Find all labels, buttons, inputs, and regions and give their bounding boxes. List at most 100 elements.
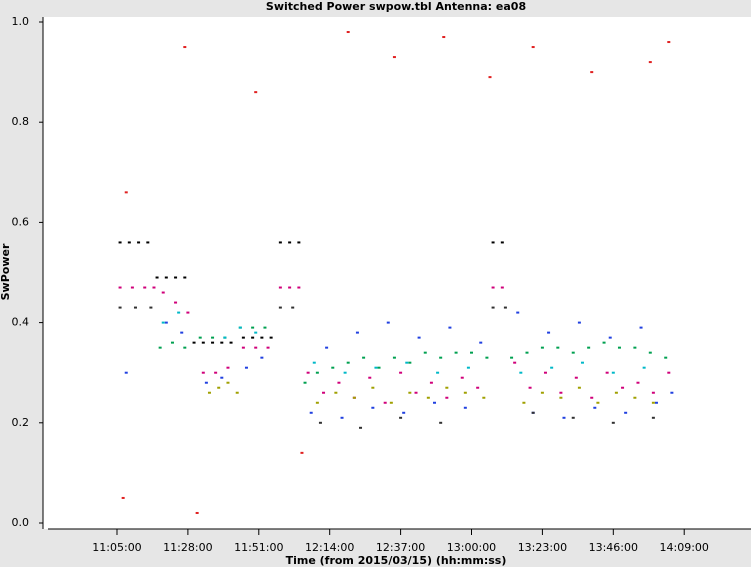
data-point: [229, 341, 233, 344]
data-point: [519, 371, 523, 374]
data-point: [315, 401, 319, 404]
data-point: [636, 381, 640, 384]
data-point: [118, 286, 122, 289]
data-point: [170, 341, 174, 344]
chart-title: Switched Power swpow.tbl Antenna: ea08: [266, 0, 526, 13]
data-point: [260, 356, 264, 359]
data-point: [288, 241, 292, 244]
data-point: [186, 311, 190, 314]
data-point: [540, 346, 544, 349]
data-point: [651, 416, 655, 419]
data-point: [454, 351, 458, 354]
data-point: [651, 401, 655, 404]
data-point: [476, 386, 480, 389]
data-point: [254, 346, 258, 349]
data-point: [152, 286, 156, 289]
data-point: [667, 41, 671, 44]
data-point: [254, 331, 258, 334]
data-point: [429, 381, 433, 384]
data-point: [399, 371, 403, 374]
data-point: [670, 391, 674, 394]
data-point: [137, 241, 141, 244]
data-point: [130, 286, 134, 289]
data-point: [414, 391, 418, 394]
data-point: [611, 371, 615, 374]
y-tick-label: 0.4: [12, 316, 30, 329]
data-point: [149, 306, 153, 309]
data-point: [254, 91, 258, 94]
data-point: [155, 276, 159, 279]
data-point: [608, 336, 612, 339]
x-tick-label: 11:05:00: [92, 541, 141, 554]
data-point: [146, 241, 150, 244]
data-point: [226, 381, 230, 384]
data-point: [460, 376, 464, 379]
data-point: [433, 401, 437, 404]
data-point: [540, 391, 544, 394]
data-point: [577, 321, 581, 324]
data-point: [491, 241, 495, 244]
x-axis-title: Time (from 2015/03/15) (hh:mm:ss): [286, 554, 507, 567]
data-point: [639, 326, 643, 329]
data-point: [587, 346, 591, 349]
data-point: [177, 311, 181, 314]
data-point: [651, 391, 655, 394]
data-point: [346, 31, 350, 34]
data-point: [371, 406, 375, 409]
data-point: [204, 381, 208, 384]
data-point: [371, 386, 375, 389]
data-point: [642, 366, 646, 369]
data-point: [346, 361, 350, 364]
data-point: [648, 351, 652, 354]
data-point: [297, 241, 301, 244]
data-point: [368, 376, 372, 379]
data-point: [543, 371, 547, 374]
x-tick-label: 14:09:00: [660, 541, 709, 554]
data-point: [164, 276, 168, 279]
data-point: [491, 306, 495, 309]
data-point: [386, 321, 390, 324]
data-point: [389, 401, 393, 404]
data-point: [621, 386, 625, 389]
data-point: [266, 346, 270, 349]
data-point: [183, 46, 187, 49]
data-point: [337, 381, 341, 384]
data-point: [633, 396, 637, 399]
data-point: [503, 306, 507, 309]
data-point: [611, 421, 615, 424]
data-point: [164, 321, 168, 324]
x-tick-label: 12:37:00: [376, 541, 425, 554]
data-point: [251, 326, 255, 329]
data-point: [664, 356, 668, 359]
data-point: [121, 496, 125, 499]
data-point: [183, 276, 187, 279]
data-point: [500, 241, 504, 244]
data-point: [383, 401, 387, 404]
data-point: [593, 406, 597, 409]
data-point: [161, 321, 165, 324]
data-point: [251, 336, 255, 339]
x-tick-label: 11:51:00: [234, 541, 283, 554]
data-point: [528, 386, 532, 389]
x-tick-label: 13:23:00: [518, 541, 567, 554]
data-point: [223, 336, 227, 339]
data-point: [198, 336, 202, 339]
data-point: [322, 391, 326, 394]
data-point: [491, 286, 495, 289]
data-point: [325, 346, 329, 349]
data-point: [263, 326, 267, 329]
data-point: [500, 286, 504, 289]
data-point: [571, 416, 575, 419]
data-point: [479, 341, 483, 344]
data-point: [278, 286, 282, 289]
data-point: [291, 306, 295, 309]
data-point: [547, 331, 551, 334]
data-point: [174, 276, 178, 279]
data-point: [127, 241, 131, 244]
data-point: [531, 46, 535, 49]
y-axis-title: SwPower: [0, 243, 12, 300]
data-point: [624, 411, 628, 414]
data-point: [217, 386, 221, 389]
data-point: [220, 376, 224, 379]
data-point: [161, 291, 165, 294]
